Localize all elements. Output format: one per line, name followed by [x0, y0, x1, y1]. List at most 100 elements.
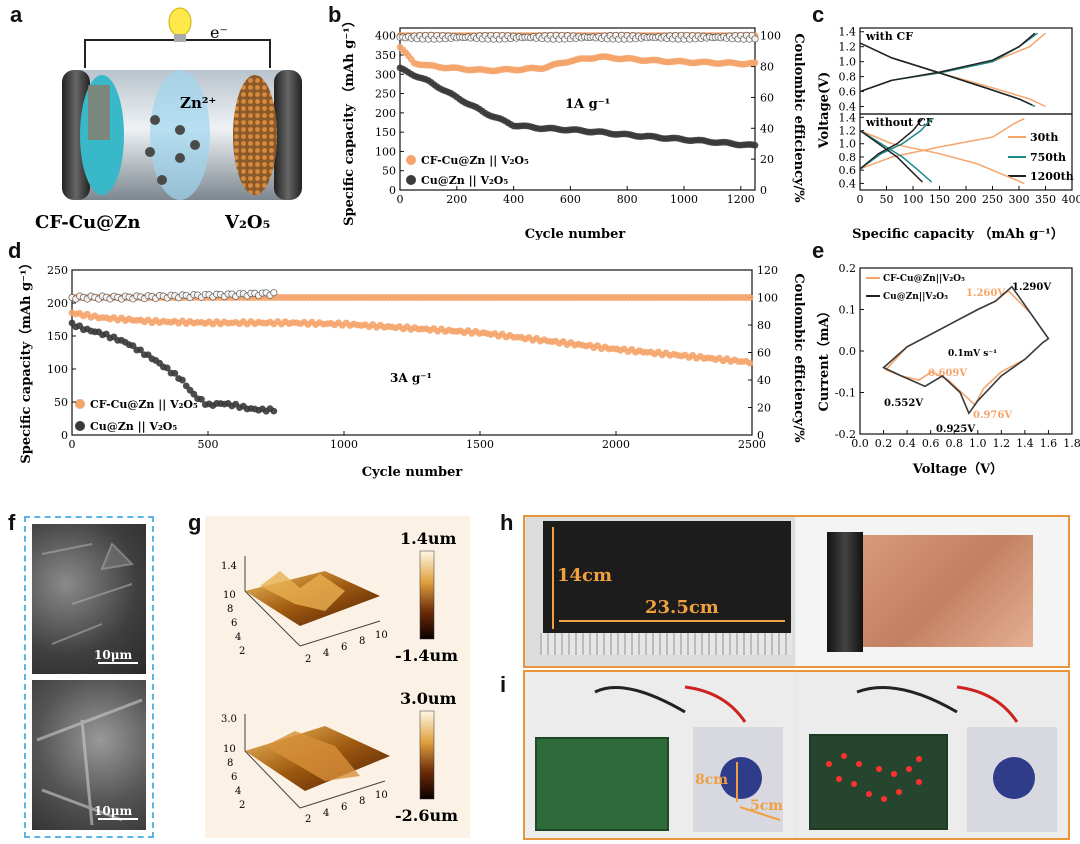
chart-c-legend: 30th 750th 1200th	[1008, 131, 1074, 183]
chart-b-ytick-1: 50	[382, 165, 396, 178]
colorbar-top-max: 1.4um	[400, 529, 456, 548]
zn-ions	[145, 115, 200, 185]
chart-b-xtick-3: 600	[560, 193, 581, 206]
light-bulb-icon	[168, 7, 192, 42]
svg-text:4: 4	[235, 786, 241, 797]
svg-text:2: 2	[239, 800, 245, 811]
chart-d-series-1-pt-29	[179, 376, 186, 384]
chart-d-series-1-pt-32	[190, 390, 198, 398]
chart-b-y2tick-2: 40	[760, 122, 774, 135]
chart-b-ytick-0: 0	[389, 184, 396, 197]
peak-label-1260: 1.260V	[966, 288, 1005, 299]
chart-e-cv-0	[884, 289, 1050, 407]
chart-e-ytick-4: 0.2	[839, 262, 857, 275]
photo-h-right	[797, 517, 1068, 666]
chart-b-ytick-5: 250	[375, 88, 396, 101]
chart-d-ytick-5: 250	[47, 264, 68, 277]
chart-b-ytick-8: 400	[375, 30, 396, 43]
chart-c-sub0-ytick-3: 1.0	[839, 56, 857, 69]
svg-text:8: 8	[227, 758, 233, 769]
chart-d-xlabel: Cycle number	[362, 465, 463, 480]
chart-c-sub1-ytick-4: 1.2	[839, 125, 857, 138]
photo-i-right	[797, 672, 1068, 838]
chart-e: Current（mA） Voltage（V） 0.1mV s⁻¹ CF-Cu@Z…	[816, 262, 1080, 477]
chart-d-xtick-5: 2500	[738, 438, 766, 451]
led-array	[826, 753, 922, 802]
chart-c-sub1-xtick-0: 0	[857, 193, 864, 206]
chart-c-sub0-1200th-charge	[859, 32, 1036, 93]
chart-d-series-1-pt-27	[171, 369, 179, 377]
chart-b-legend-1: Cu@Zn || V₂O₅	[421, 174, 508, 187]
chart-d-xtick-2: 1000	[330, 438, 358, 451]
svg-text:8: 8	[359, 636, 365, 647]
chart-b-xtick-0: 0	[397, 193, 404, 206]
chart-b-annotation: 1A g⁻¹	[565, 97, 610, 112]
chart-c-sub1-xtick-3: 150	[929, 193, 950, 206]
chart-e-ytick-0: -0.2	[835, 428, 856, 441]
svg-text:2: 2	[305, 814, 311, 825]
chart-d-y2tick-0: 0	[757, 429, 764, 442]
chart-d-y2tick-6: 120	[757, 264, 778, 277]
chart-d-xtick-1: 500	[198, 438, 219, 451]
chart-d-series-1-pt-34	[198, 395, 205, 403]
chart-b-xtick-5: 1000	[670, 193, 698, 206]
chart-c-sub1-xtick-7: 350	[1035, 193, 1056, 206]
chart-d-legend-0: CF-Cu@Zn || V₂O₅	[90, 398, 198, 411]
svg-text:6: 6	[231, 772, 237, 783]
chart-e-ytick-1: -0.1	[835, 387, 856, 400]
chart-b-series-0-pt-125	[751, 59, 759, 67]
chart-c: Voltage(V) Specific capacity （mAh g⁻¹） w…	[817, 26, 1080, 240]
chart-c-sub1-1200th-discharge	[859, 129, 924, 183]
chart-b-ytick-6: 300	[375, 68, 396, 81]
chart-b-y2tick-3: 60	[760, 91, 774, 104]
peak-label-0609: 0.609V	[928, 368, 967, 379]
anode-label: CF-Cu@Zn	[35, 212, 140, 233]
scale-bar-top: 10μm	[94, 648, 133, 662]
chart-c-sub0-1200th-discharge	[859, 42, 1033, 106]
afm-panel: 1.4 10 8 6 4 2 2 4 6 8 10 1.4um -1.4um 3.0 10 8 6 4…	[205, 516, 470, 838]
peak-label-0552: 0.552V	[884, 398, 923, 409]
chart-d-y2tick-2: 40	[757, 374, 771, 387]
chart-d-ytick-4: 200	[47, 297, 68, 310]
chart-d-ce-0-pt-178	[746, 293, 754, 302]
chart-c-sub1-xtick-5: 250	[982, 193, 1003, 206]
chart-d-ce-1-pt-53	[270, 289, 278, 297]
chart-c-sub0-ytick-0: 0.4	[839, 101, 857, 114]
chart-e-xtick-2: 0.4	[898, 437, 916, 450]
afm-surface-bottom	[244, 714, 390, 809]
chart-d-xtick-4: 2000	[602, 438, 630, 451]
panel-label-c: c	[812, 2, 825, 27]
chart-b-y2tick-0: 0	[760, 184, 767, 197]
chart-b-legend-0: CF-Cu@Zn || V₂O₅	[421, 154, 529, 167]
chart-b-y2tick-5: 100	[760, 30, 781, 43]
chart-d-ytick-0: 0	[61, 429, 68, 442]
svg-text:2: 2	[305, 654, 311, 665]
electron-label: e⁻	[210, 23, 228, 42]
chart-b-xtick-2: 400	[503, 193, 524, 206]
chart-e-cv-1	[882, 285, 1050, 415]
svg-text:2: 2	[239, 646, 245, 657]
chart-b-ytick-4: 200	[375, 107, 396, 120]
chart-e-ytick-3: 0.1	[839, 304, 857, 317]
zn-ion-label: Zn²⁺	[180, 94, 216, 112]
svg-text:10: 10	[223, 590, 236, 601]
label-8cm: 8cm	[695, 772, 729, 788]
panel-label-d: d	[8, 238, 22, 263]
chart-c-sub1-ytick-0: 0.4	[839, 177, 857, 190]
afm-top-zmax: 1.4	[221, 561, 237, 572]
panel-label-g: g	[188, 510, 202, 535]
photo-h: 14cm 23.5cm	[523, 515, 1070, 668]
chart-b-ytick-2: 100	[375, 145, 396, 158]
chart-c-sub1-30th-charge	[859, 117, 1025, 170]
chart-d: Specific capacity（mAh g⁻¹） Coulombic eff…	[18, 256, 806, 480]
anode-cap	[62, 70, 90, 200]
svg-text:6: 6	[341, 802, 347, 813]
chart-c-xlabel: Specific capacity （mAh g⁻¹）	[852, 226, 1064, 240]
chart-c-sub1-ytick-3: 1.0	[839, 138, 857, 151]
svg-text:6: 6	[341, 642, 347, 653]
peak-label-1290: 1.290V	[1012, 282, 1051, 293]
chart-d-legend-1: Cu@Zn || V₂O₅	[90, 420, 177, 433]
label-5cm: 5cm	[750, 798, 784, 814]
chart-e-annotation: 0.1mV s⁻¹	[948, 349, 997, 359]
chart-c-sub1-30th-discharge	[859, 129, 1025, 185]
